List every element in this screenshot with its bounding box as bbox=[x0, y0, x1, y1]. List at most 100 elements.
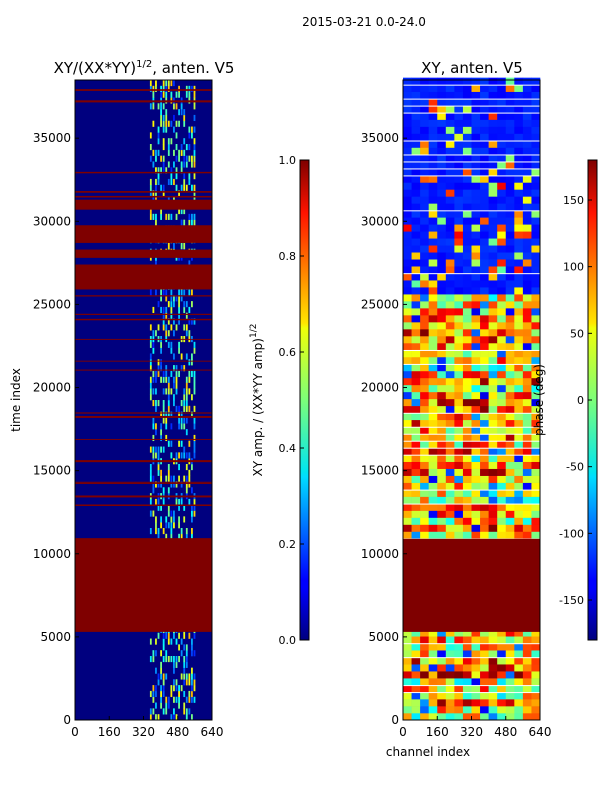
phase-cell bbox=[514, 447, 524, 455]
phase-cell bbox=[420, 706, 429, 714]
amp-cell bbox=[160, 522, 162, 529]
amp-cell bbox=[162, 370, 165, 378]
amp-cell bbox=[157, 103, 160, 110]
amp-cell bbox=[193, 382, 196, 389]
amp-cell bbox=[193, 388, 196, 395]
amp-cell bbox=[173, 365, 175, 372]
phase-cell bbox=[462, 419, 472, 428]
amp-cell bbox=[165, 80, 168, 87]
amp-cell bbox=[157, 528, 160, 535]
amp-cell bbox=[185, 487, 188, 494]
phase-cell bbox=[411, 252, 421, 260]
amp-cell bbox=[191, 685, 193, 692]
amp-cell bbox=[155, 155, 157, 162]
phase-cell bbox=[454, 154, 464, 162]
amp-cell bbox=[170, 138, 173, 145]
amp-cell bbox=[165, 423, 168, 430]
amp-cell bbox=[149, 528, 152, 535]
phase-cell bbox=[488, 238, 498, 246]
amp-cell bbox=[188, 452, 191, 459]
phase-x-axis-label: channel index bbox=[386, 745, 470, 759]
phase-cell bbox=[497, 175, 507, 183]
phase-cell bbox=[445, 706, 455, 714]
amp-cell bbox=[193, 440, 196, 447]
phase-cell bbox=[454, 517, 464, 525]
phase-cell bbox=[514, 489, 524, 497]
amp-cell bbox=[155, 370, 157, 378]
phase-cell bbox=[471, 426, 481, 435]
phase-cell bbox=[428, 98, 438, 106]
phase-cell bbox=[403, 126, 412, 134]
amp-cell bbox=[152, 149, 155, 156]
phase-cell bbox=[488, 273, 498, 281]
colorbar-tick-label: 0.4 bbox=[279, 442, 297, 455]
phase-cell bbox=[420, 342, 429, 351]
amp-cell bbox=[175, 132, 178, 139]
phase-cell bbox=[411, 650, 421, 658]
phase-cell bbox=[471, 447, 481, 455]
phase-flag-line bbox=[403, 426, 540, 428]
amp-cell bbox=[188, 498, 191, 506]
phase-cell bbox=[522, 147, 532, 155]
phase-cell bbox=[437, 671, 447, 679]
phase-cell bbox=[522, 119, 532, 127]
amp-cell bbox=[188, 132, 191, 139]
x-tick-label: 640 bbox=[201, 725, 224, 739]
amp-cell bbox=[185, 475, 188, 482]
phase-cell bbox=[454, 454, 464, 462]
phase-cell bbox=[462, 315, 472, 323]
phase-cell bbox=[488, 301, 498, 309]
phase-cell bbox=[497, 245, 507, 253]
phase-cell bbox=[522, 84, 532, 92]
phase-cell bbox=[411, 412, 421, 421]
phase-cell bbox=[428, 349, 438, 358]
phase-cell bbox=[480, 203, 489, 211]
amp-cell bbox=[157, 632, 160, 639]
phase-cell bbox=[454, 482, 464, 490]
amp-cell bbox=[175, 91, 178, 98]
amp-cell bbox=[170, 423, 173, 430]
phase-cell bbox=[488, 454, 498, 462]
amp-cell bbox=[167, 405, 170, 412]
amp-cell bbox=[157, 679, 160, 686]
phase-cell bbox=[505, 447, 515, 455]
phase-cell bbox=[505, 468, 515, 476]
phase-flag-line bbox=[403, 349, 540, 351]
amp-cell bbox=[183, 242, 186, 250]
amp-cell bbox=[188, 673, 191, 680]
amp-cell bbox=[152, 481, 155, 488]
amp-cell bbox=[162, 114, 165, 122]
phase-cell bbox=[531, 322, 541, 330]
phase-saturated-bands bbox=[403, 538, 540, 632]
phase-cell bbox=[522, 398, 532, 407]
amp-cell bbox=[193, 370, 196, 378]
amp-cell bbox=[191, 714, 193, 721]
phase-cell bbox=[411, 84, 421, 92]
phase-cell bbox=[497, 238, 507, 246]
amp-cell bbox=[149, 464, 152, 471]
phase-cell bbox=[480, 356, 489, 365]
phase-cell bbox=[514, 657, 524, 665]
phase-cell bbox=[497, 349, 507, 358]
amp-cell bbox=[183, 417, 186, 424]
phase-cell bbox=[488, 650, 498, 658]
phase-cell bbox=[522, 657, 532, 665]
phase-cell bbox=[437, 706, 447, 714]
phase-cell bbox=[514, 377, 524, 386]
phase-cell bbox=[488, 398, 498, 407]
amp-cell bbox=[185, 382, 188, 389]
phase-cell bbox=[514, 468, 524, 476]
amp-cell bbox=[193, 498, 196, 506]
amp-cell bbox=[155, 638, 157, 645]
phase-cell bbox=[531, 685, 541, 693]
amp-cell bbox=[191, 85, 193, 92]
phase-cell bbox=[445, 650, 455, 658]
phase-cell bbox=[420, 398, 429, 407]
amp-cell bbox=[191, 359, 193, 366]
amp-cell bbox=[149, 190, 152, 197]
phase-cell bbox=[514, 671, 524, 679]
phase-cell bbox=[497, 154, 507, 162]
phase-cell bbox=[445, 426, 455, 435]
amp-cell bbox=[183, 394, 186, 401]
